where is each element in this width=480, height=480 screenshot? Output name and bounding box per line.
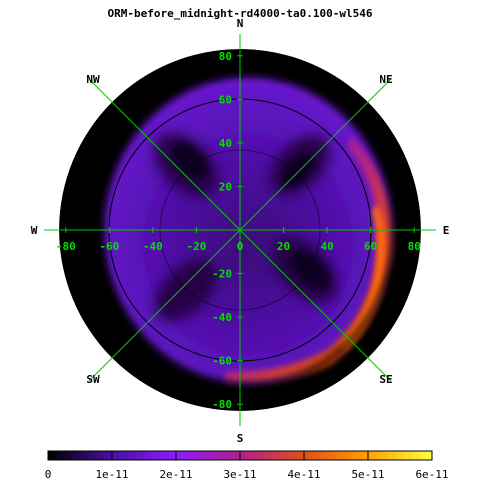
chart-title: ORM-before_midnight-rd4000-ta0.100-wl546 (108, 7, 373, 20)
colorbar-tick-label: 2e-11 (159, 468, 192, 480)
y-tick-label: 60 (219, 93, 232, 106)
y-tick-labels: 80 60 40 20 -20 -40 -60 -80 (212, 50, 243, 411)
x-tick-label: -80 (56, 240, 76, 253)
colorbar-tick-label: 4e-11 (287, 468, 320, 480)
colorbar-ticks: 0 1e-11 2e-11 3e-11 4e-11 5e-11 6e-11 (45, 451, 449, 480)
x-tick-label: -20 (187, 240, 207, 253)
colorbar: 0 1e-11 2e-11 3e-11 4e-11 5e-11 6e-11 (45, 450, 449, 480)
x-tick-label: -60 (99, 240, 119, 253)
y-tick-label: -40 (212, 311, 232, 324)
x-tick-label: 40 (320, 240, 333, 253)
direction-south: S (237, 432, 244, 445)
colorbar-tick-label: 3e-11 (223, 468, 256, 480)
compass-labels: N S E W NE NW SE SW (31, 17, 450, 445)
y-tick-label: 20 (219, 180, 232, 193)
x-tick-label: 20 (277, 240, 290, 253)
colorbar-tick-label: 0 (45, 468, 52, 480)
colorbar-tick-label: 6e-11 (415, 468, 448, 480)
x-tick-label: 0 (237, 240, 244, 253)
x-tick-label: 60 (364, 240, 377, 253)
colorbar-tick-label: 5e-11 (351, 468, 384, 480)
direction-west: W (31, 224, 38, 237)
direction-north: N (237, 17, 244, 30)
x-tick-label: -40 (143, 240, 163, 253)
x-tick-label: 80 (408, 240, 421, 253)
direction-east: E (443, 224, 450, 237)
y-tick-label: 40 (219, 137, 232, 150)
y-tick-label: -80 (212, 398, 232, 411)
direction-northwest: NW (86, 73, 100, 86)
direction-northeast: NE (379, 73, 392, 86)
x-tick-labels: -80 -60 -40 -20 0 20 40 60 80 (56, 227, 421, 253)
direction-southeast: SE (379, 373, 392, 386)
y-tick-label: -60 (212, 355, 232, 368)
colorbar-tick-label: 1e-11 (95, 468, 128, 480)
direction-southwest: SW (86, 373, 100, 386)
y-tick-label: 80 (219, 50, 232, 63)
y-tick-label: -20 (212, 268, 232, 281)
